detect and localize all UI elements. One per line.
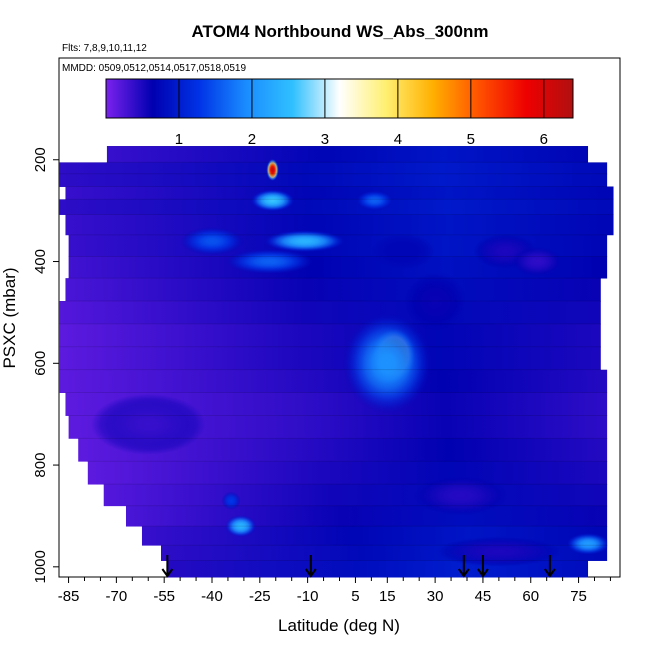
x-tick-label: -40 (201, 588, 223, 605)
heatmap-feature (342, 312, 432, 415)
heatmap-feature (90, 393, 206, 455)
heatmap-row (65, 392, 608, 416)
heatmap-feature (371, 233, 436, 270)
heatmap-feature (435, 536, 563, 567)
colorbar-gradient (105, 78, 574, 119)
heatmap-row (65, 186, 614, 200)
heatmap-row (59, 323, 601, 348)
colorbar-tick-label: 5 (467, 131, 475, 148)
heatmap-row (125, 505, 608, 527)
x-tick-label: 30 (427, 588, 444, 605)
dates-note: MMDD: 0509,0512,0514,0517,0518,0519 (62, 63, 246, 74)
heatmap-row (59, 300, 601, 325)
heatmap-feature (224, 514, 257, 538)
heatmap-feature (565, 532, 611, 556)
x-tick-label: -70 (106, 588, 128, 605)
colorbar-tick-label: 4 (394, 131, 402, 148)
heatmap-feature (221, 491, 241, 510)
heatmap-row (103, 484, 608, 507)
x-axis-label: Latitude (deg N) (278, 616, 400, 635)
heatmap-feature (511, 246, 563, 277)
x-tick-label: 45 (475, 588, 492, 605)
colorbar-tick-label: 1 (175, 131, 183, 148)
flight-arrow (477, 555, 489, 578)
x-tick-label: -25 (249, 588, 271, 605)
heatmap-feature (263, 229, 346, 253)
x-tick-label: 5 (351, 588, 359, 605)
y-tick-label: 200 (32, 147, 49, 172)
heatmap-row (65, 278, 601, 302)
heatmap-feature (412, 475, 509, 516)
flight-arrow (457, 555, 470, 578)
heatmap-feature (250, 189, 295, 212)
y-axis-label: PSXC (mbar) (0, 267, 19, 368)
heatmap-row (106, 146, 589, 163)
colorbar-tick-label: 3 (321, 131, 329, 148)
y-tick-label: 400 (32, 249, 49, 274)
flights-note: Flts: 7,8,9,10,11,12 (62, 43, 147, 54)
heatmap-area (59, 146, 614, 578)
y-tick-label: 600 (32, 351, 49, 376)
heatmap-row (68, 256, 608, 279)
x-axis: -85 -70 -55 -40 -25 -10 5 15 30 45 60 75 (58, 577, 611, 605)
heatmap-feature (180, 226, 244, 256)
flight-arrow (304, 555, 317, 578)
x-tick-label: 60 (522, 588, 539, 605)
x-tick-label: -85 (58, 588, 80, 605)
colorbar: 1 2 3 4 5 6 (105, 78, 574, 148)
colorbar-tick-label: 2 (248, 131, 256, 148)
heatmap-row (87, 461, 608, 485)
y-tick-label: 1000 (32, 550, 49, 583)
y-axis: 200 400 600 800 1000 (32, 147, 59, 584)
x-tick-label: 15 (379, 588, 396, 605)
heatmap-feature (355, 190, 394, 211)
heatmap-feature (266, 158, 279, 182)
y-tick-label: 800 (32, 453, 49, 478)
heatmap-row (59, 173, 608, 187)
heatmap-row (78, 438, 608, 462)
x-tick-label: -10 (297, 588, 319, 605)
flight-arrow (544, 555, 556, 578)
heatmap-row (65, 214, 614, 236)
flight-arrow (161, 555, 174, 578)
x-tick-label: -55 (153, 588, 175, 605)
heatmap-row (59, 369, 608, 394)
x-tick-label: 75 (570, 588, 587, 605)
heatmap-feature (224, 248, 314, 275)
colorbar-tick-label: 6 (540, 131, 548, 148)
chart-title: ATOM4 Northbound WS_Abs_300nm (192, 22, 489, 41)
flight-arrows (161, 555, 556, 578)
heatmap-row (59, 162, 608, 175)
heatmap-row (59, 199, 614, 215)
heatmap-feature (403, 271, 467, 333)
heatmap-row (59, 346, 601, 371)
